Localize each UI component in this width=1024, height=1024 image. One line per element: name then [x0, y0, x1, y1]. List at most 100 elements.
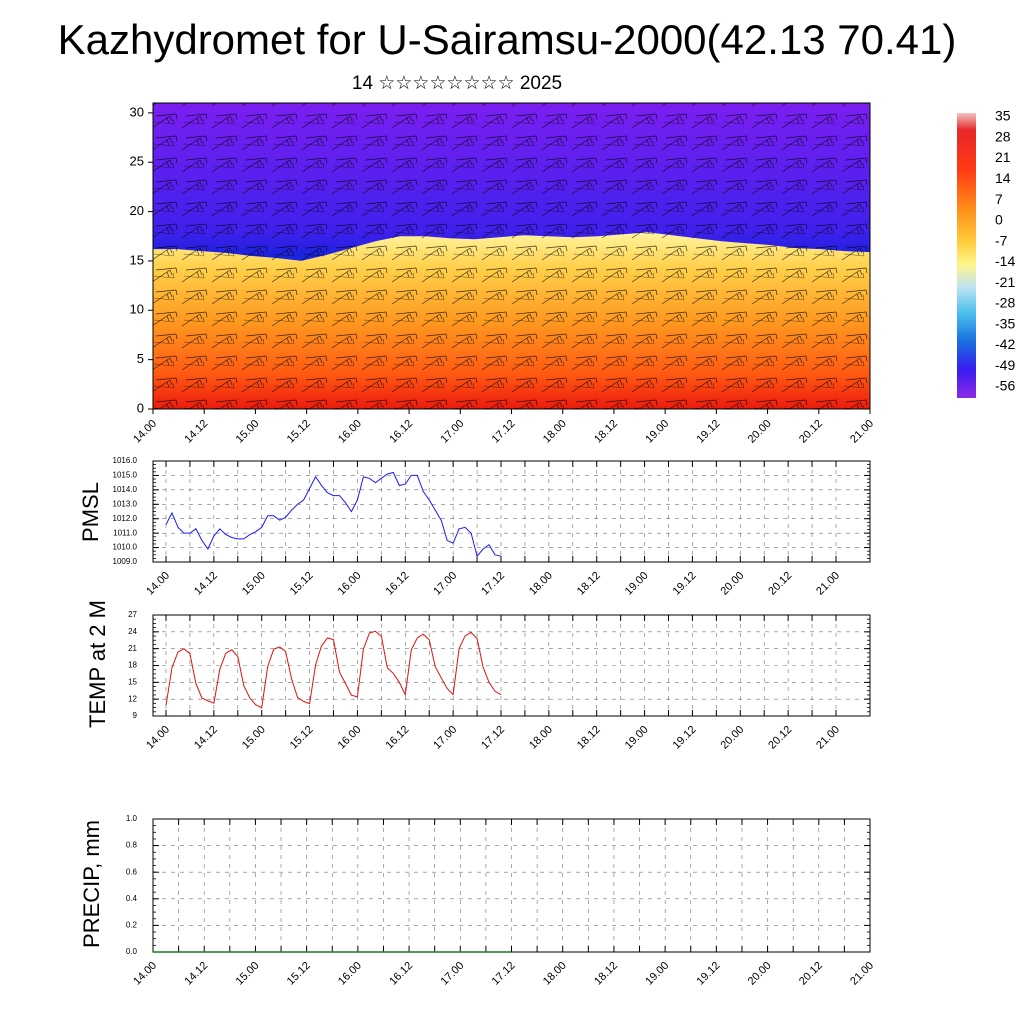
temp-ytick-label: 12 — [128, 694, 137, 703]
temp-xtick-label: 17.00 — [431, 724, 459, 752]
pmsl-ytick-label: 1010.0 — [113, 543, 138, 552]
colorbar-label: 0 — [995, 212, 1003, 228]
temp-xtick-label: 20.12 — [766, 724, 794, 752]
temp-xtick-label: 14.12 — [192, 724, 220, 752]
temp-xtick-label: 17.12 — [479, 724, 507, 752]
cs-xtick-label: 19.12 — [695, 418, 723, 446]
cs-xtick-label: 15.00 — [234, 418, 262, 446]
colorbar-label: -21 — [995, 274, 1015, 290]
temp-xtick-label: 14.00 — [144, 724, 172, 752]
precip-ytick-label: 1.0 — [126, 814, 138, 823]
temp-xtick-label: 21.00 — [814, 724, 842, 752]
temp-xtick-label: 15.00 — [240, 724, 268, 752]
temp-xtick-label: 18.00 — [527, 724, 555, 752]
cs-xtick-label: 18.00 — [541, 418, 569, 446]
pmsl-xtick-label: 19.12 — [671, 570, 699, 598]
wind-barbs-overlay — [153, 103, 870, 409]
colorbar-label: -35 — [995, 315, 1015, 331]
temp-ytick-label: 27 — [128, 610, 137, 619]
temp-ytick-label: 21 — [128, 644, 137, 653]
cs-xtick-label: 17.12 — [490, 418, 518, 446]
precip-xtick-label: 19.00 — [643, 960, 671, 988]
temp-axis-label: TEMP at 2 M — [85, 600, 110, 728]
pmsl-xtick-label: 15.00 — [240, 570, 268, 598]
precip-panel: 0.0 0.2 0.4 0.6 0.8 1.0 14.00 14.12 15.00 15.12 1… — [79, 814, 876, 987]
colorbar-label: 28 — [995, 128, 1011, 144]
precip-xtick-label: 20.00 — [746, 960, 774, 988]
colorbar-label: 14 — [995, 170, 1011, 186]
chart-title: Kazhydromet for U-Sairamsu-2000(42.13 70… — [57, 16, 957, 63]
cs-ytick-label: 5 — [137, 351, 144, 366]
precip-ytick-label: 0.0 — [126, 947, 138, 956]
pmsl-series-line — [165, 471, 502, 558]
colorbar-gradient — [957, 113, 976, 398]
cs-xtick-label: 20.12 — [797, 418, 825, 446]
colorbar: 35 28 21 14 7 0 -7 -14 -21 -28 -35 -42 -49 -56 — [957, 108, 1015, 398]
pmsl-ytick-label: 1009.0 — [113, 557, 138, 566]
temp-ytick-label: 18 — [128, 661, 137, 670]
precip-xtick-label: 14.00 — [131, 960, 159, 988]
temp-frame — [152, 614, 871, 717]
cs-xtick-label: 18.12 — [592, 418, 620, 446]
pmsl-ytick-label: 1016.0 — [113, 456, 138, 465]
cs-xtick-label: 14.00 — [131, 418, 159, 446]
temp-ytick-label: 24 — [128, 627, 137, 636]
pmsl-xtick-label: 20.12 — [766, 570, 794, 598]
precip-xtick-label: 18.00 — [541, 960, 569, 988]
pmsl-xtick-label: 17.00 — [431, 570, 459, 598]
cs-ytick-label: 10 — [130, 302, 144, 317]
pmsl-axis-label: PMSL — [78, 482, 103, 542]
pmsl-ytick-label: 1012.0 — [113, 514, 138, 523]
colorbar-label: 21 — [995, 149, 1011, 165]
cs-xtick-label: 16.12 — [387, 418, 415, 446]
precip-xtick-label: 21.00 — [848, 960, 876, 988]
pmsl-xtick-label: 15.12 — [288, 570, 316, 598]
temp-ytick-label: 15 — [128, 677, 137, 686]
temp-ytick-label: 9 — [133, 711, 138, 720]
precip-ytick-label: 0.6 — [126, 867, 138, 876]
temp-xtick-label: 15.12 — [288, 724, 316, 752]
pmsl-xtick-label: 18.00 — [527, 570, 555, 598]
precip-xtick-label: 19.12 — [695, 960, 723, 988]
pmsl-xtick-label: 16.12 — [383, 570, 411, 598]
colorbar-label: -56 — [995, 378, 1015, 394]
colorbar-label: -7 — [995, 232, 1008, 248]
pmsl-xtick-label: 21.00 — [814, 570, 842, 598]
cs-xtick-label: 19.00 — [643, 418, 671, 446]
cs-xtick-label: 21.00 — [848, 418, 876, 446]
temp-xtick-label: 20.00 — [718, 724, 746, 752]
temp-xtick-label: 19.00 — [623, 724, 651, 752]
cs-xtick-label: 14.12 — [182, 418, 210, 446]
pmsl-ytick-label: 1014.0 — [113, 485, 138, 494]
pmsl-xtick-label: 14.00 — [144, 570, 172, 598]
pmsl-xtick-label: 14.12 — [192, 570, 220, 598]
precip-xtick-label: 20.12 — [797, 960, 825, 988]
precip-ytick-label: 0.4 — [126, 894, 138, 903]
colorbar-label: 7 — [995, 191, 1003, 207]
precip-xtick-label: 17.00 — [438, 960, 466, 988]
pmsl-frame — [152, 460, 871, 563]
cs-ytick-label: 20 — [130, 203, 144, 218]
cs-xtick-label: 16.00 — [336, 418, 364, 446]
pmsl-ytick-label: 1013.0 — [113, 499, 138, 508]
precip-xtick-label: 15.12 — [285, 960, 313, 988]
precip-ytick-label: 0.2 — [126, 921, 138, 930]
pmsl-ytick-label: 1011.0 — [113, 528, 137, 537]
precip-xtick-label: 16.12 — [387, 960, 415, 988]
temp-series-line — [165, 630, 502, 709]
pmsl-xtick-label: 17.12 — [479, 570, 507, 598]
precip-xtick-label: 14.12 — [182, 960, 210, 988]
temp-xtick-label: 18.12 — [575, 724, 603, 752]
colorbar-label: -42 — [995, 336, 1015, 352]
pmsl-xtick-label: 18.12 — [575, 570, 603, 598]
pmsl-xtick-label: 19.00 — [623, 570, 651, 598]
precip-ytick-label: 0.8 — [126, 841, 138, 850]
cs-xtick-label: 20.00 — [746, 418, 774, 446]
cs-ytick-label: 25 — [130, 154, 144, 169]
cs-ytick-label: 0 — [137, 400, 144, 415]
precip-xtick-label: 16.00 — [336, 960, 364, 988]
colorbar-label: 35 — [995, 108, 1011, 124]
temp-xtick-label: 16.00 — [336, 724, 364, 752]
pmsl-xtick-label: 20.00 — [718, 570, 746, 598]
